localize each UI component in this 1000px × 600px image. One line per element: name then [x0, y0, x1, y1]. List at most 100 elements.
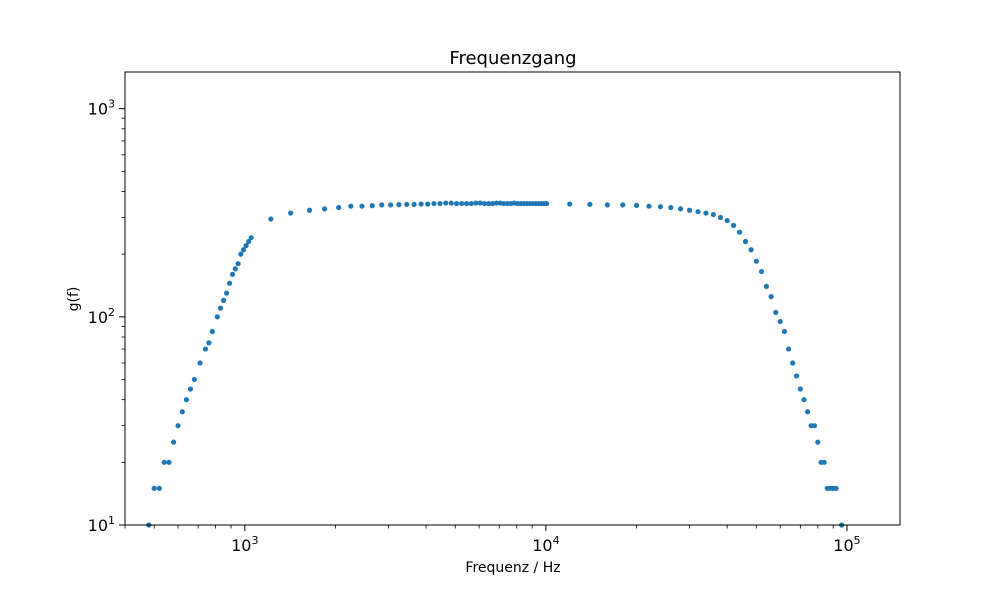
data-point: [268, 216, 274, 222]
data-point: [288, 210, 294, 216]
data-point: [404, 201, 410, 207]
data-point: [758, 268, 765, 275]
data-point: [646, 203, 652, 209]
data-point: [388, 202, 394, 208]
data-point: [717, 214, 724, 221]
data-point: [485, 200, 492, 207]
data-point: [161, 459, 167, 465]
data-point: [793, 373, 800, 379]
data-point: [418, 201, 424, 207]
data-point: [501, 200, 507, 207]
data-point: [742, 238, 749, 245]
data-point: [468, 200, 474, 207]
x-axis-label: Frequenz / Hz: [465, 560, 560, 576]
plot-area: [124, 71, 901, 528]
data-point: [797, 386, 803, 392]
data-point: [243, 242, 249, 249]
data-point: [737, 229, 743, 235]
data-point: [753, 258, 759, 264]
data-point: [170, 439, 177, 445]
data-point: [217, 305, 224, 311]
data-point: [777, 318, 783, 325]
data-point: [396, 202, 402, 208]
data-point: [773, 309, 779, 316]
data-point: [359, 203, 365, 209]
data-point: [763, 283, 770, 290]
data-point: [748, 247, 754, 253]
data-point: [425, 201, 431, 207]
x-tick-label: 105: [833, 534, 860, 555]
data-point: [473, 200, 479, 206]
data-point: [493, 200, 500, 206]
data-point: [437, 200, 443, 207]
data-point: [453, 200, 460, 207]
data-point: [214, 314, 220, 320]
data-point: [481, 200, 488, 207]
data-point: [805, 409, 811, 415]
data-point: [379, 202, 385, 208]
data-point: [197, 360, 203, 366]
data-point: [151, 485, 157, 491]
x-tick-label: 104: [532, 534, 559, 555]
data-point: [657, 204, 663, 210]
data-point: [543, 200, 550, 207]
data-point: [448, 200, 454, 206]
data-point: [248, 235, 254, 241]
data-point: [226, 280, 233, 286]
data-point: [567, 201, 573, 207]
plot-frame: [124, 71, 901, 526]
y-tick-label: 103: [88, 98, 115, 119]
data-points: [146, 200, 845, 528]
chart-title: Frequenzgang: [449, 48, 576, 69]
data-point: [489, 200, 496, 207]
data-point: [604, 202, 610, 208]
data-point: [246, 238, 252, 245]
data-point: [443, 200, 449, 206]
data-point: [477, 200, 483, 206]
data-point: [175, 423, 181, 429]
y-tick-label: 101: [88, 514, 115, 535]
data-point: [235, 261, 241, 267]
data-point: [463, 200, 470, 207]
data-point: [677, 206, 684, 212]
data-point: [369, 203, 375, 209]
data-point: [229, 271, 236, 277]
data-point: [183, 397, 190, 403]
x-tick-label: 103: [231, 534, 258, 555]
data-point: [206, 340, 212, 346]
data-point: [224, 290, 230, 296]
data-point: [166, 459, 172, 465]
data-point: [336, 204, 342, 211]
data-point: [730, 222, 737, 228]
data-point: [786, 346, 792, 352]
data-point: [781, 328, 788, 335]
data-point: [156, 485, 162, 491]
data-point: [633, 202, 640, 208]
data-point: [202, 346, 209, 352]
data-point: [187, 386, 194, 392]
data-point: [238, 251, 244, 257]
data-point: [232, 266, 238, 272]
data-point: [348, 203, 354, 209]
data-point: [668, 204, 674, 211]
data-point: [811, 423, 818, 429]
data-point: [240, 247, 247, 253]
data-point: [710, 211, 716, 218]
data-point: [801, 397, 807, 403]
data-point: [220, 297, 227, 303]
data-point: [411, 201, 417, 207]
data-point: [306, 207, 313, 213]
plot-background: [125, 72, 900, 525]
data-point: [703, 210, 709, 216]
data-point: [191, 376, 197, 383]
y-axis-label: g(f): [66, 287, 82, 312]
data-point: [833, 485, 839, 491]
data-point: [209, 328, 215, 335]
data-point: [724, 217, 730, 224]
data-point: [821, 459, 827, 465]
data-point: [587, 201, 593, 207]
axis-ticks: 103 104 105 101 102 103: [88, 98, 861, 555]
data-point: [768, 294, 774, 300]
data-point: [620, 202, 626, 208]
